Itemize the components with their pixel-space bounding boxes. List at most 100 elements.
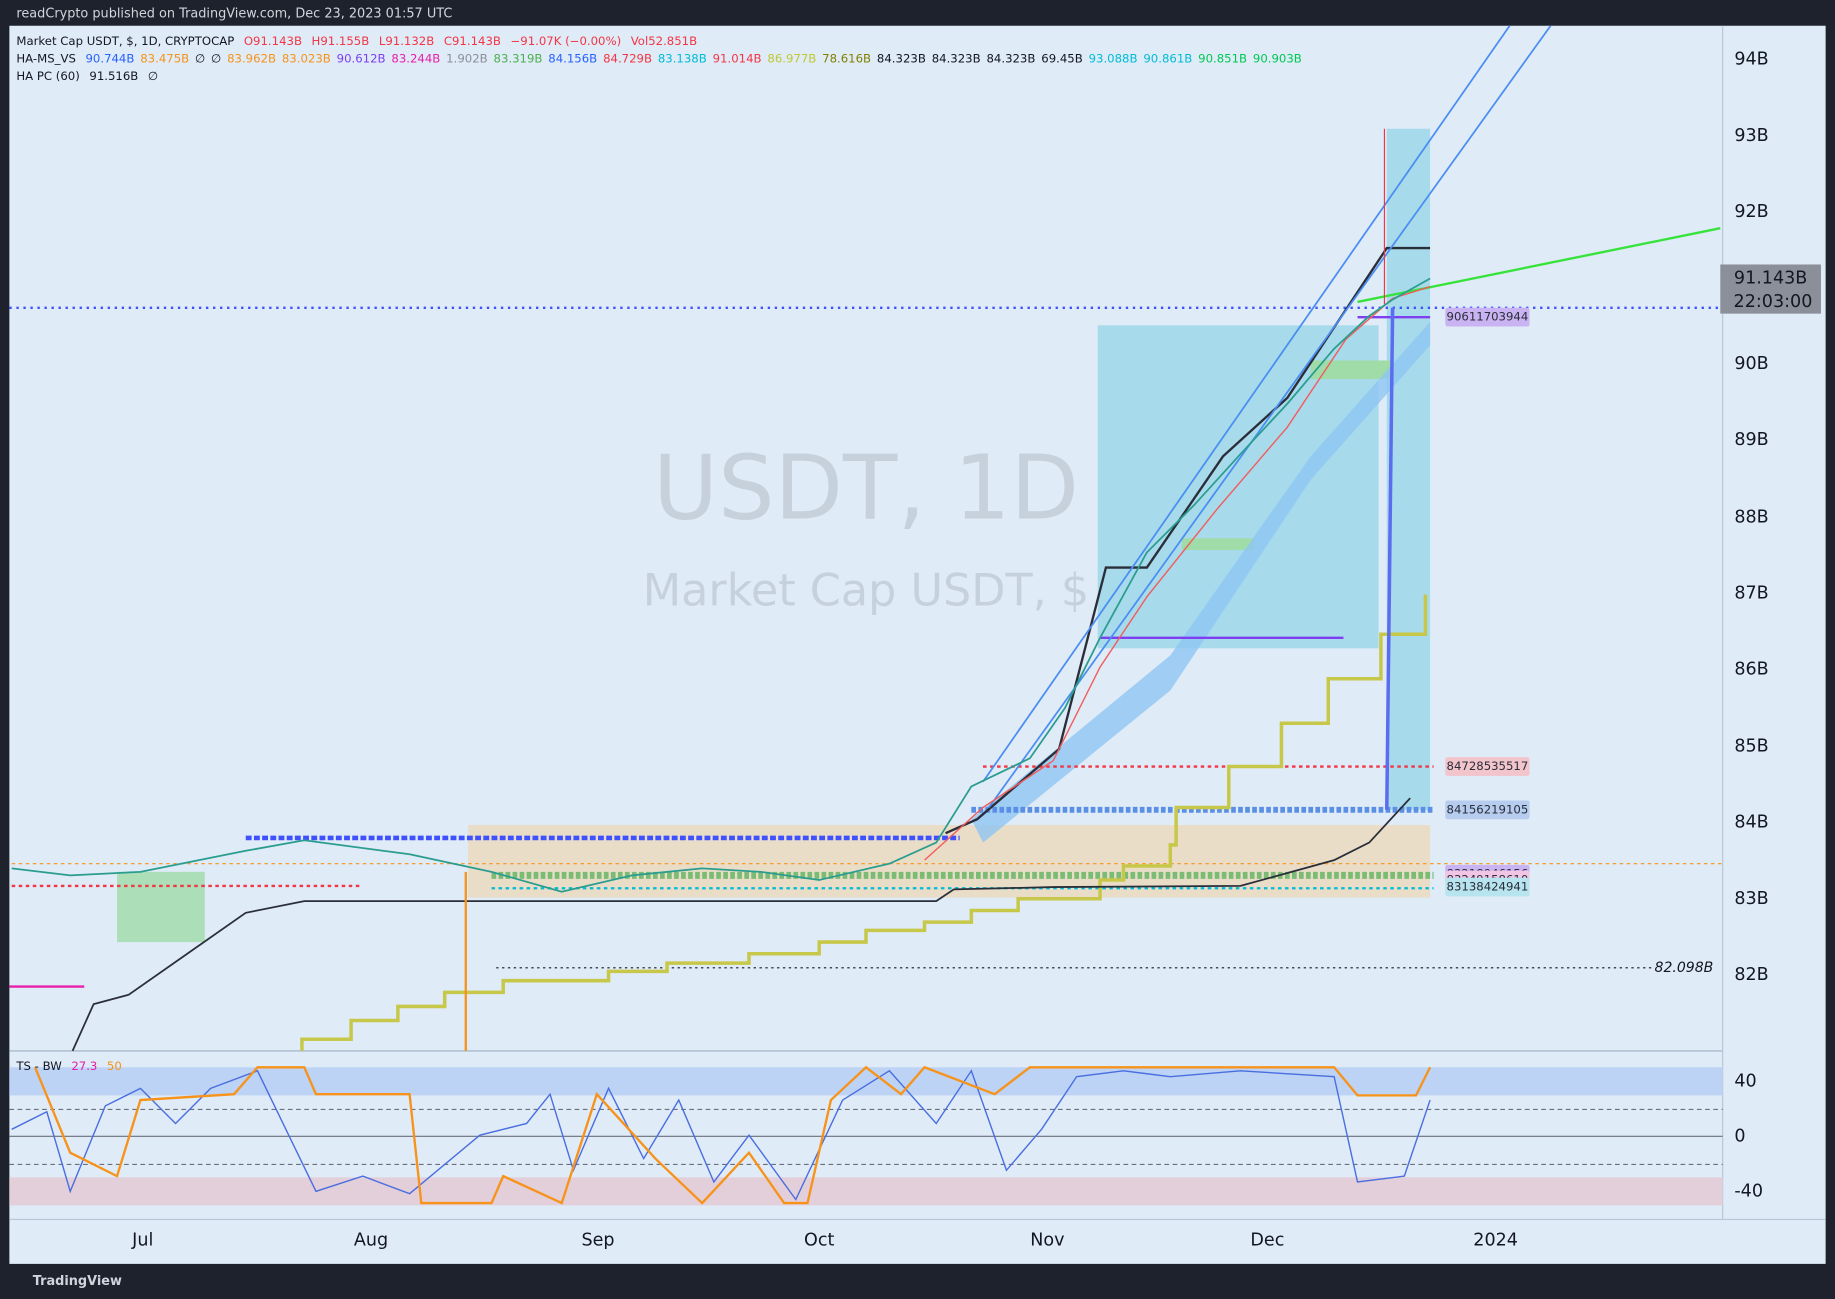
chart-background <box>9 25 1826 1264</box>
indicator-name: TS - BW <box>15 1059 62 1073</box>
volume: Vol52.851B <box>631 33 697 47</box>
indicator-value: 84.729B <box>603 51 652 65</box>
indicator-value: 90.861B <box>1143 51 1192 65</box>
time-tick-label: Oct <box>804 1230 834 1250</box>
indicator-value: 90.612B <box>337 51 386 65</box>
price-tick-label: 82B <box>1734 965 1768 985</box>
green-zone <box>117 871 205 943</box>
last-price-box <box>1720 264 1821 314</box>
last-price: 91.143B <box>1734 269 1807 289</box>
watermark-symbol: USDT, 1D <box>653 435 1079 539</box>
indicator-value: 83.475B <box>140 51 189 65</box>
cyan-zone <box>1386 128 1431 810</box>
low: L91.132B <box>379 33 434 47</box>
orange-zone <box>468 825 1431 898</box>
indicator-value: 90.744B <box>85 51 134 65</box>
price-tick-label: 84B <box>1734 813 1768 833</box>
trend-line <box>1357 227 1721 304</box>
indicator-value: 83.023B <box>282 51 331 65</box>
legend-ha-pc: HA PC (60) 91.516B ∅ <box>16 69 158 83</box>
indicator-value: 69.45B <box>1041 51 1082 65</box>
overbought-band <box>9 1067 1723 1096</box>
osc-tick-label: -40 <box>1734 1181 1763 1201</box>
time-tick-label: Nov <box>1030 1230 1064 1250</box>
change: −91.07K (−0.00%) <box>510 33 621 47</box>
close: C91.143B <box>444 33 501 47</box>
channel-line <box>988 25 1552 808</box>
symbol: Market Cap USDT, $, 1D, CRYPTOCAP <box>16 33 234 47</box>
price-tick-label: 90B <box>1734 354 1768 374</box>
published-by: readCrypto published on TradingView.com,… <box>16 7 452 22</box>
price-tick-label: 94B <box>1734 50 1768 70</box>
price-tick-label: 92B <box>1734 202 1768 222</box>
legend-main: Market Cap USDT, $, 1D, CRYPTOCAP O91.14… <box>16 33 697 47</box>
level-tag-box <box>1445 800 1530 820</box>
indicator-value: 90.851B <box>1198 51 1247 65</box>
indicator-value: 91.516B <box>89 69 138 83</box>
time-tick-label: Dec <box>1250 1230 1284 1250</box>
channel-line <box>982 25 1511 783</box>
indicator-value: 84.156B <box>548 51 597 65</box>
indicator-value: 91.014B <box>713 51 762 65</box>
oversold-band <box>9 1177 1723 1206</box>
indicator-value: 78.616B <box>822 51 871 65</box>
price-tick-label: 89B <box>1734 430 1768 450</box>
countdown: 22:03:00 <box>1734 292 1813 312</box>
price-axis: 94B 93B 92B 90B 89B 88B 87B 86B 85B 84B 83B 82B <box>1734 50 1768 985</box>
osc-tick-label: 0 <box>1734 1126 1745 1146</box>
indicator-value: 84.323B <box>986 51 1035 65</box>
price-path <box>11 277 1431 893</box>
indicator-value: ∅ <box>195 51 205 65</box>
oscillator-legend: TS - BW 27.3 50 <box>15 1059 121 1073</box>
level-tag-box <box>1445 757 1530 776</box>
watermark-name: Market Cap USDT, $ <box>643 565 1089 616</box>
indicator-name: HA PC (60) <box>16 69 79 83</box>
oscillator-signal <box>34 1065 1432 1205</box>
indicator-value: 93.088B <box>1089 51 1138 65</box>
time-tick-label: Aug <box>354 1230 388 1250</box>
step-line <box>300 594 1428 1051</box>
footer-brand: TradingView <box>33 1274 122 1289</box>
osc-tick-label: 40 <box>1734 1071 1756 1091</box>
open: O91.143B <box>244 33 302 47</box>
time-axis: Jul Aug Sep Oct Nov Dec 2024 <box>131 1230 1518 1250</box>
level-tag: 84728535517 <box>1447 759 1529 773</box>
indicator-value: 86.977B <box>767 51 816 65</box>
indicator-value: 50 <box>107 1059 122 1073</box>
oscillator-axis: 40 0 -40 <box>1734 1071 1763 1201</box>
vertical-marker <box>1385 307 1395 810</box>
trail-line <box>71 797 1411 1052</box>
level-tag-box <box>1445 307 1530 327</box>
indicator-name: HA-MS_VS <box>16 51 76 65</box>
indicator-value: 1.902B <box>446 51 487 65</box>
indicator-value: 90.903B <box>1253 51 1302 65</box>
level-tag: 84156219105 <box>1447 802 1529 816</box>
price-tick-label: 83B <box>1734 889 1768 909</box>
blue-band <box>971 321 1431 843</box>
level-tag: 83138424941 <box>1447 880 1529 894</box>
oscillator-line <box>11 1069 1431 1201</box>
stop-line <box>945 246 1431 835</box>
level-tags: 9061170394484728535517841562191058321894… <box>1445 307 1530 897</box>
indicator-value: ∅ <box>211 51 221 65</box>
indicator-value: 83.244B <box>391 51 440 65</box>
price-tick-label: 85B <box>1734 737 1768 757</box>
level-tag: 90611703944 <box>1447 310 1529 324</box>
price-tick-label: 88B <box>1734 507 1768 527</box>
indicator-value: ∅ <box>148 69 158 83</box>
time-tick-label: Jul <box>131 1230 153 1250</box>
moving-average <box>924 286 1431 861</box>
green-zone <box>1310 360 1393 380</box>
price-tick-label: 93B <box>1734 126 1768 146</box>
high: H91.155B <box>312 33 370 47</box>
indicator-value: 84.323B <box>877 51 926 65</box>
level-tag-box <box>1445 877 1530 897</box>
low-label: 82.098B <box>1655 960 1714 976</box>
price-tick-label: 86B <box>1734 659 1768 679</box>
legend-ha-ms-vs: HA-MS_VS 90.744B 83.475B ∅ ∅ 83.962B 83.023B 9… <box>16 51 1301 65</box>
indicator-value: 83.962B <box>227 51 276 65</box>
indicator-value: 83.138B <box>658 51 707 65</box>
green-zone <box>1181 538 1255 551</box>
indicator-value: 84.323B <box>932 51 981 65</box>
